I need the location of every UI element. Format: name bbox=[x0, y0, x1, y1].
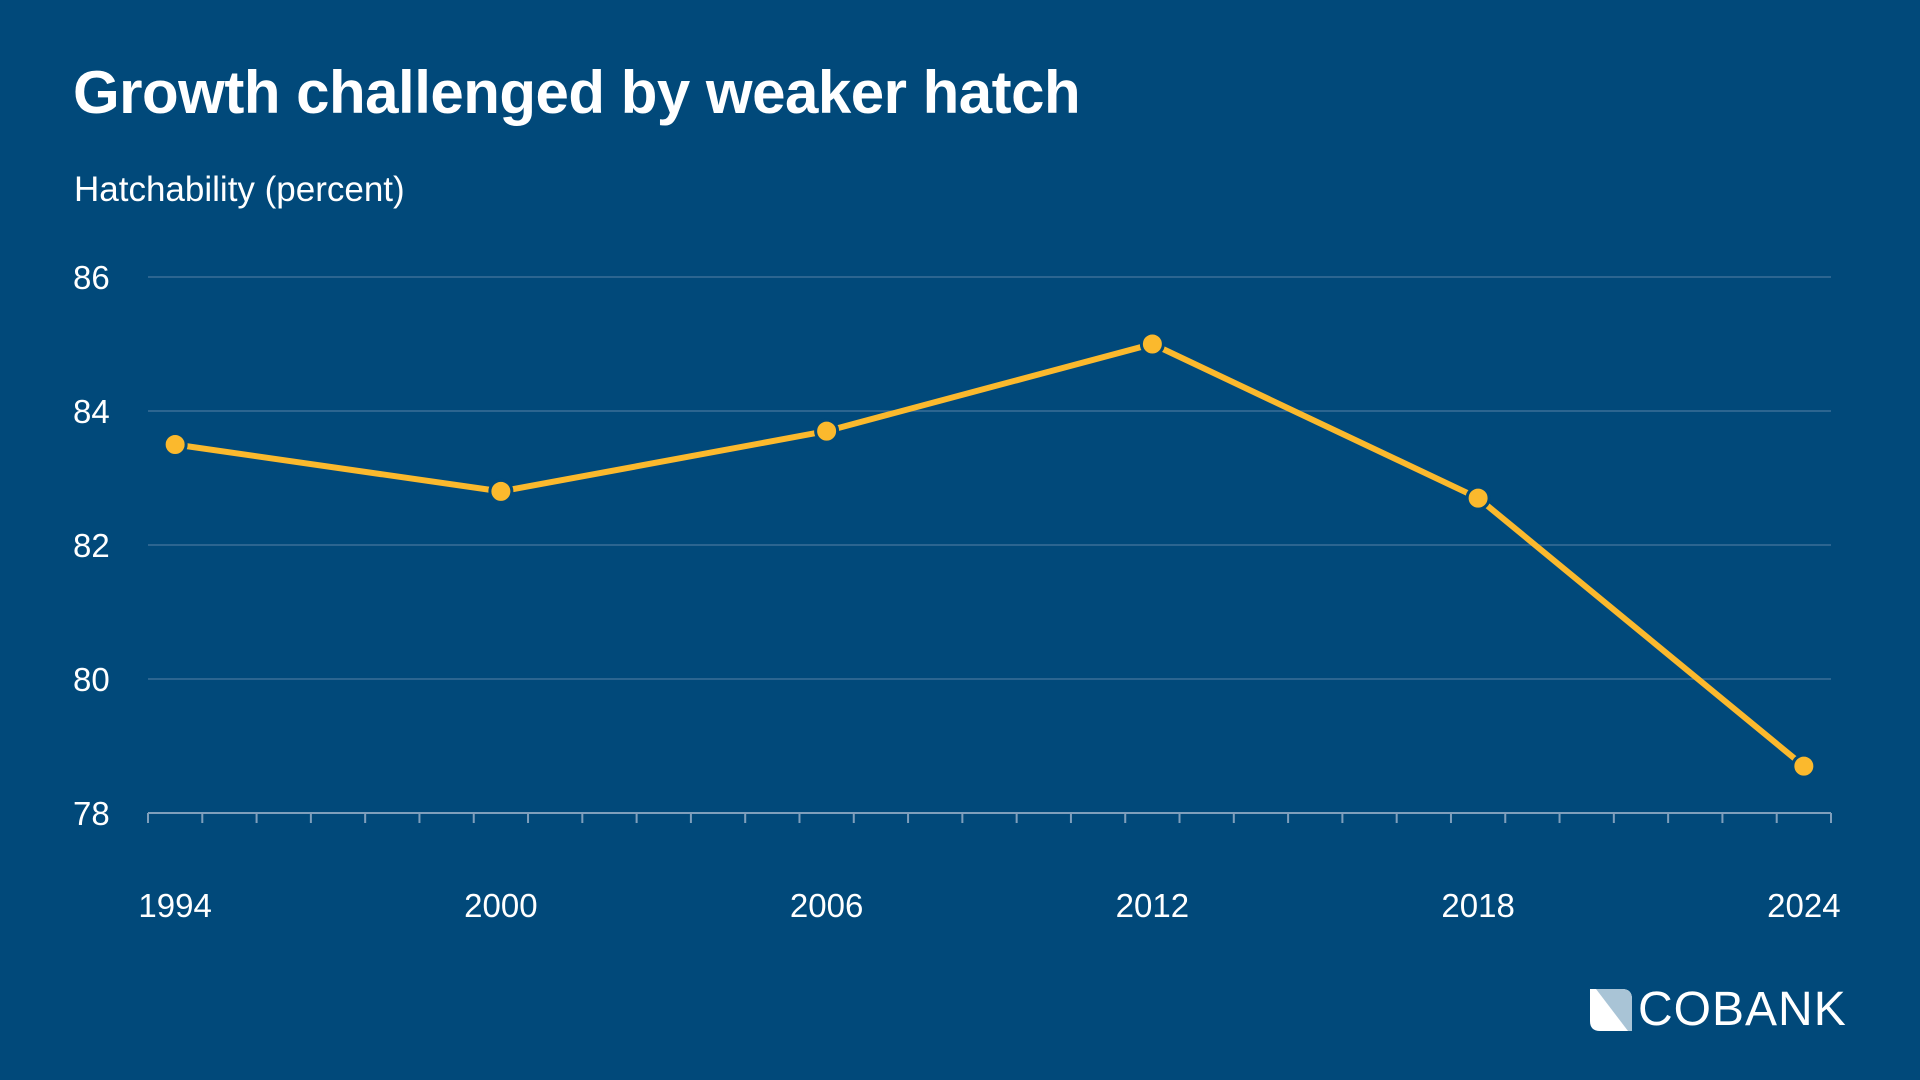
data-point bbox=[814, 418, 840, 444]
data-point bbox=[1465, 485, 1491, 511]
cobank-logo: COBANK bbox=[1590, 982, 1847, 1037]
y-tick-label: 84 bbox=[73, 393, 110, 430]
logo-text: COBANK bbox=[1638, 983, 1847, 1036]
data-point bbox=[1791, 753, 1817, 779]
data-line bbox=[174, 341, 1806, 769]
y-tick-label: 82 bbox=[73, 527, 110, 564]
y-tick-label: 78 bbox=[73, 795, 110, 832]
data-point bbox=[1139, 331, 1165, 357]
x-tick-label: 2012 bbox=[1116, 887, 1189, 924]
x-tick-label: 1994 bbox=[138, 887, 211, 924]
y-axis-label: Hatchability (percent) bbox=[74, 170, 405, 209]
x-tick-label: 2000 bbox=[464, 887, 537, 924]
cobank-logo-icon bbox=[1590, 988, 1632, 1031]
x-tick-label: 2006 bbox=[790, 887, 863, 924]
chart-title: Growth challenged by weaker hatch bbox=[73, 59, 1081, 126]
y-tick-label: 80 bbox=[73, 661, 110, 698]
x-tick-label: 2018 bbox=[1441, 887, 1514, 924]
x-tick-label: 2024 bbox=[1767, 887, 1840, 924]
y-tick-label: 86 bbox=[73, 259, 110, 296]
data-point bbox=[488, 478, 514, 504]
data-point bbox=[162, 432, 188, 457]
